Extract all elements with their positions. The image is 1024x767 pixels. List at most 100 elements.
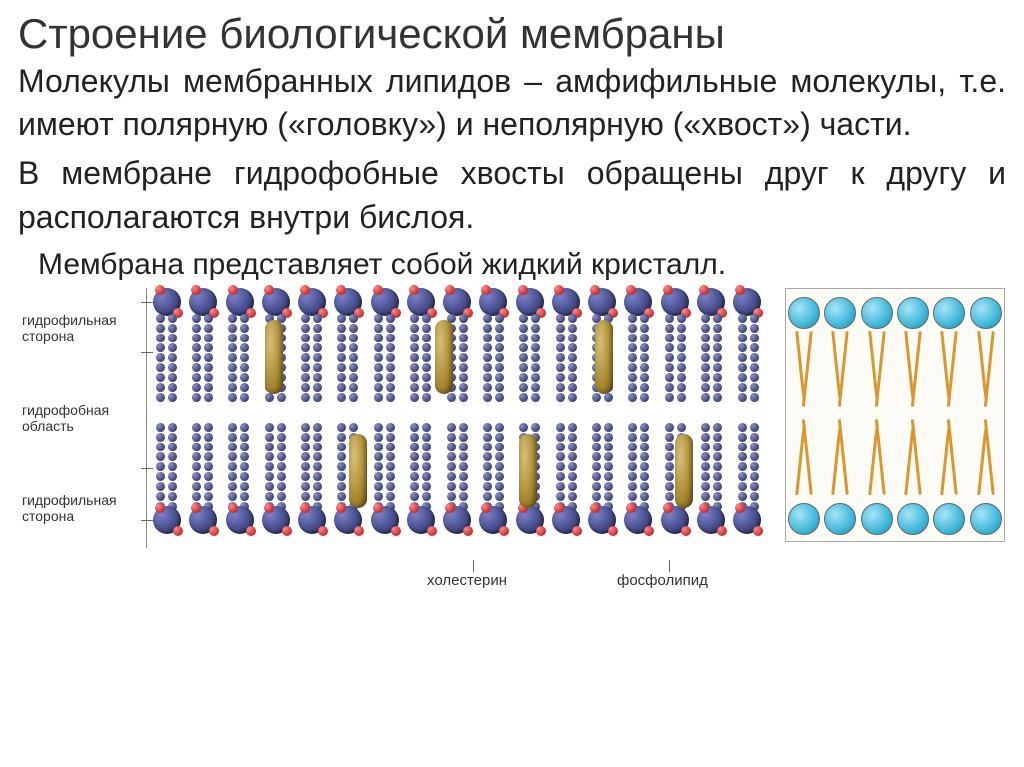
schematic-head [788,503,820,535]
membrane-diagram: гидрофильная сторона гидрофобная область… [18,288,1006,548]
schematic-tail [939,421,959,497]
lipid-head [189,506,217,534]
lipid-head [697,288,725,316]
schematic-head [824,297,856,329]
label-phospholipid: фосфолипид [617,572,708,589]
lipid-tail [153,423,179,511]
cholesterol-molecule [675,434,693,508]
lipid-tail [553,314,579,402]
schematic-head [861,297,893,329]
lipid-head [298,506,326,534]
lipid-head [588,288,616,316]
schematic-tail [939,329,959,405]
schematic-head [970,503,1002,535]
lipid-head [153,506,181,534]
lipid-head [262,288,290,316]
schematic-tail [867,421,887,497]
lipid-head [516,288,544,316]
lipid-tail [735,423,761,511]
lipid-tail [626,423,652,511]
lipid-head [262,506,290,534]
lipid-tail [735,314,761,402]
lipid-head [733,288,761,316]
diagram-left-labels: гидрофильная сторона гидрофобная область… [22,288,146,548]
label-hydrophobic: гидрофобная область [22,348,142,488]
lipid-head [624,288,652,316]
lipid-tail [299,314,325,402]
lipid-head [371,506,399,534]
lipid-tail [590,423,616,511]
lipid-head [697,506,725,534]
lipid-tail [662,314,688,402]
lipid-tail [408,314,434,402]
lipid-head [479,288,507,316]
lipid-head [552,506,580,534]
lipid-tail [699,423,725,511]
lipid-tail [153,314,179,402]
page-title: Строение биологической мембраны [18,10,1006,58]
schematic-tail [903,421,923,497]
lipid-head [407,288,435,316]
paragraph-1: Молекулы мембранных липидов – амфифильны… [18,60,1006,146]
cholesterol-molecule [595,320,613,394]
schematic-head [788,297,820,329]
lipid-tail [517,314,543,402]
schematic-head [933,503,965,535]
lipid-head [407,506,435,534]
lipid-tail [189,423,215,511]
lipid-tail [626,314,652,402]
cholesterol-molecule [435,320,453,394]
lipid-head [189,288,217,316]
cholesterol-molecule [519,434,537,508]
lipid-head [661,506,689,534]
paragraph-2: В мембране гидрофобные хвосты обращены д… [18,152,1006,238]
lipid-tail [371,423,397,511]
paragraph-3: Мембрана представляет собой жидкий крист… [38,245,1006,284]
schematic-tail [867,329,887,405]
lipid-head [226,288,254,316]
lipid-head [443,506,471,534]
schematic-tail [903,329,923,405]
schematic-head [861,503,893,535]
lipid-head [443,288,471,316]
schematic-head [970,297,1002,329]
schematic-tail [976,329,996,405]
lipid-head [479,506,507,534]
lipid-head [516,506,544,534]
lipid-tail [480,314,506,402]
schematic-tail [794,421,814,497]
lipid-tail [335,314,361,402]
lipid-head [371,288,399,316]
lipid-tail [226,314,252,402]
lipid-tail [226,423,252,511]
lipid-head [733,506,761,534]
label-hydrophilic-bottom: гидрофильная сторона [22,488,142,528]
schematic-head [897,297,929,329]
lipid-head [334,506,362,534]
label-hydrophilic-top: гидрофильная сторона [22,308,142,348]
lipid-head [661,288,689,316]
lipid-tail [553,423,579,511]
lipid-tail [371,314,397,402]
lipid-head [552,288,580,316]
lipid-head [153,288,181,316]
lipid-head [226,506,254,534]
label-cholesterol: холестерин [427,572,507,589]
lipid-head [624,506,652,534]
lipid-tail [408,423,434,511]
lipid-head [298,288,326,316]
cholesterol-molecule [349,434,367,508]
schematic-head [933,297,965,329]
lipid-head [334,288,362,316]
schematic-tail [830,421,850,497]
lipid-tail [189,314,215,402]
schematic-head [824,503,856,535]
lipid-tail [699,314,725,402]
bilayer-schematic [785,288,1005,542]
lipid-tail [444,423,470,511]
schematic-tail [830,329,850,405]
lipid-head [588,506,616,534]
lipid-tail [299,423,325,511]
lipid-tail [480,423,506,511]
schematic-tail [794,329,814,405]
